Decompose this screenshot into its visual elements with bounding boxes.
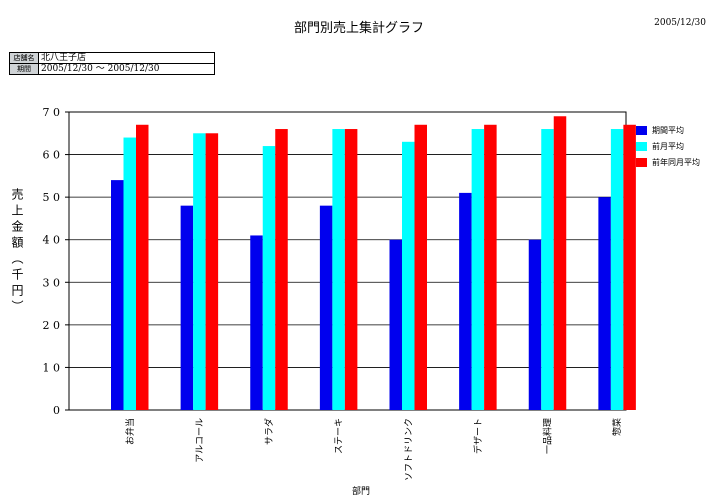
legend-label: 期間平均	[652, 125, 684, 135]
legend-item: 前年同月平均	[636, 156, 700, 168]
bar-2	[402, 141, 415, 411]
bar-3	[484, 124, 497, 411]
x-axis-label: 部門	[351, 487, 370, 497]
y-tick-label: 7 0	[43, 106, 61, 119]
legend-label: 前年同月平均	[652, 157, 700, 167]
y-tick-label: 4 0	[43, 234, 61, 247]
x-tick-label: 一品料理	[542, 418, 554, 454]
y-tick-label: 6 0	[43, 149, 61, 162]
bar-3	[553, 116, 567, 410]
bar-1	[111, 180, 124, 410]
period-value: 2005/12/30 〜 2005/12/30	[38, 63, 215, 75]
bar-3	[414, 124, 427, 411]
y-axis-label: 売上金額（千円）	[10, 188, 24, 316]
y-tick-label: 3 0	[43, 276, 61, 289]
x-tick-label: デザート	[472, 418, 484, 454]
x-tick-label: サラダ	[263, 418, 275, 445]
period-row: 期間 2005/12/30 〜 2005/12/30	[9, 63, 215, 75]
info-table: 店舗名 北八王子店 期間 2005/12/30 〜 2005/12/30	[9, 52, 215, 75]
bar-3	[344, 129, 358, 410]
bar-2	[193, 133, 206, 411]
y-tick-label: 5 0	[43, 191, 61, 204]
bar-1	[250, 235, 263, 410]
bar-2	[123, 137, 136, 411]
legend-item: 前月平均	[636, 140, 700, 152]
bar-2	[332, 129, 345, 410]
bar-1	[459, 192, 472, 410]
bar-1	[319, 205, 333, 410]
legend-swatch	[636, 125, 647, 135]
bar-2	[541, 129, 554, 410]
legend: 期間平均前月平均前年同月平均	[636, 124, 700, 172]
bar-3	[205, 133, 219, 411]
y-tick-label: 0	[53, 404, 60, 417]
legend-label: 前月平均	[652, 141, 684, 151]
bar-1	[528, 239, 542, 410]
bar-3	[275, 129, 288, 410]
x-tick-label: 惣菜	[611, 418, 623, 436]
x-tick-label: ソフトドリンク	[403, 418, 414, 481]
report-date: 2005/12/30	[654, 18, 706, 28]
bar-1	[598, 197, 611, 410]
y-tick-label: 1 0	[43, 361, 61, 374]
bar-1	[389, 239, 402, 410]
legend-item: 期間平均	[636, 124, 700, 136]
bar-2	[471, 129, 485, 410]
x-tick-label: ステーキ	[334, 418, 345, 454]
bar-2	[262, 146, 276, 411]
x-tick-label: お弁当	[124, 418, 136, 445]
x-tick-label: アルコール	[195, 418, 205, 463]
y-tick-label: 2 0	[43, 319, 61, 332]
legend-swatch	[636, 141, 647, 151]
chart-title: 部門別売上集計グラフ	[293, 21, 424, 36]
bar-2	[610, 129, 624, 410]
bar-3	[623, 124, 636, 411]
legend-swatch	[636, 157, 647, 167]
bar-1	[180, 205, 194, 410]
bar-3	[136, 124, 149, 411]
